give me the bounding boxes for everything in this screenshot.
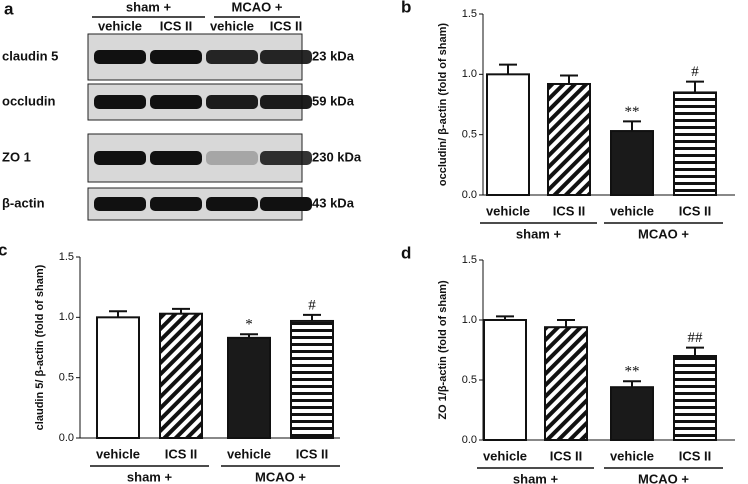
x-tick-label: vehicle (483, 448, 527, 463)
y-tick-label: 0.5 (462, 129, 477, 141)
group-label: MCAO + (638, 471, 689, 484)
y-tick-label: 0.0 (462, 434, 477, 446)
x-tick-label: ICS II (165, 446, 198, 461)
significance-mark: ## (688, 330, 704, 346)
x-tick-label: vehicle (486, 203, 530, 218)
x-tick-label: ICS II (550, 448, 583, 463)
y-tick-label: 1.5 (462, 8, 477, 20)
band (206, 50, 258, 64)
x-tick-label: ICS II (679, 203, 712, 218)
band (206, 197, 258, 211)
band (94, 197, 146, 211)
band (94, 50, 146, 64)
bar (673, 355, 717, 441)
y-tick-label: 1.5 (59, 251, 74, 263)
x-tick-label: vehicle (610, 203, 654, 218)
bar (486, 73, 530, 196)
y-tick-label: 0.5 (462, 374, 477, 386)
x-tick-label: vehicle (610, 448, 654, 463)
x-tick-label: ICS II (553, 203, 586, 218)
band (260, 197, 312, 211)
x-tick-label: vehicle (96, 446, 140, 461)
bar (610, 130, 654, 196)
group-label: MCAO + (232, 0, 283, 14)
y-tick-label: 1.0 (59, 311, 74, 323)
bar (159, 312, 203, 440)
lane-label: vehicle (98, 18, 142, 33)
panel-label: a (4, 0, 14, 18)
band (260, 151, 312, 165)
x-tick-label: ICS II (296, 446, 329, 461)
y-tick-label: 0.0 (59, 432, 74, 444)
bar (96, 316, 140, 440)
bar (673, 91, 717, 196)
band (206, 151, 258, 165)
band (94, 95, 146, 109)
group-label: sham + (126, 0, 172, 14)
size-label: 230 kDa (312, 149, 362, 164)
protein-label: β-actin (2, 195, 45, 210)
y-axis-label: claudin 5/ β-actin (fold of sham) (34, 264, 46, 430)
protein-label: ZO 1 (2, 149, 31, 164)
band (260, 50, 312, 64)
band (260, 95, 312, 109)
size-label: 43 kDa (312, 195, 355, 210)
bar (290, 319, 334, 440)
bar (544, 326, 588, 442)
band (150, 50, 202, 64)
bar (547, 82, 591, 196)
y-axis-label: occludin/ β-actin (fold of sham) (437, 23, 449, 186)
significance-mark: # (308, 297, 316, 313)
y-tick-label: 0.5 (59, 372, 74, 384)
bar (483, 319, 527, 441)
lane-label: ICS II (160, 18, 193, 33)
significance-mark: * (245, 317, 253, 333)
group-label: MCAO + (255, 469, 306, 484)
band (94, 151, 146, 165)
significance-mark: ** (625, 104, 640, 120)
band (150, 197, 202, 211)
band (206, 95, 258, 109)
group-label: sham + (127, 469, 173, 484)
group-label: sham + (516, 226, 562, 241)
bar (227, 336, 271, 440)
y-tick-label: 0.0 (462, 189, 477, 201)
significance-mark: # (691, 64, 699, 80)
group-label: MCAO + (638, 226, 689, 241)
group-label: sham + (513, 471, 559, 484)
panel-label: d (401, 243, 411, 262)
x-tick-label: vehicle (227, 446, 271, 461)
size-label: 59 kDa (312, 93, 355, 108)
y-tick-label: 1.0 (462, 68, 477, 80)
panel-label: b (401, 0, 411, 16)
y-tick-label: 1.5 (462, 254, 477, 266)
protein-label: claudin 5 (2, 48, 58, 63)
x-tick-label: ICS II (679, 448, 712, 463)
lane-label: vehicle (210, 18, 254, 33)
significance-mark: ** (625, 364, 640, 380)
y-axis-label: ZO 1/β-actin (fold of sham) (437, 280, 449, 420)
bar (610, 386, 654, 442)
band (150, 95, 202, 109)
panel-label: c (0, 240, 7, 259)
y-tick-label: 1.0 (462, 314, 477, 326)
protein-label: occludin (2, 93, 56, 108)
lane-label: ICS II (270, 18, 303, 33)
band (150, 151, 202, 165)
size-label: 23 kDa (312, 48, 355, 63)
